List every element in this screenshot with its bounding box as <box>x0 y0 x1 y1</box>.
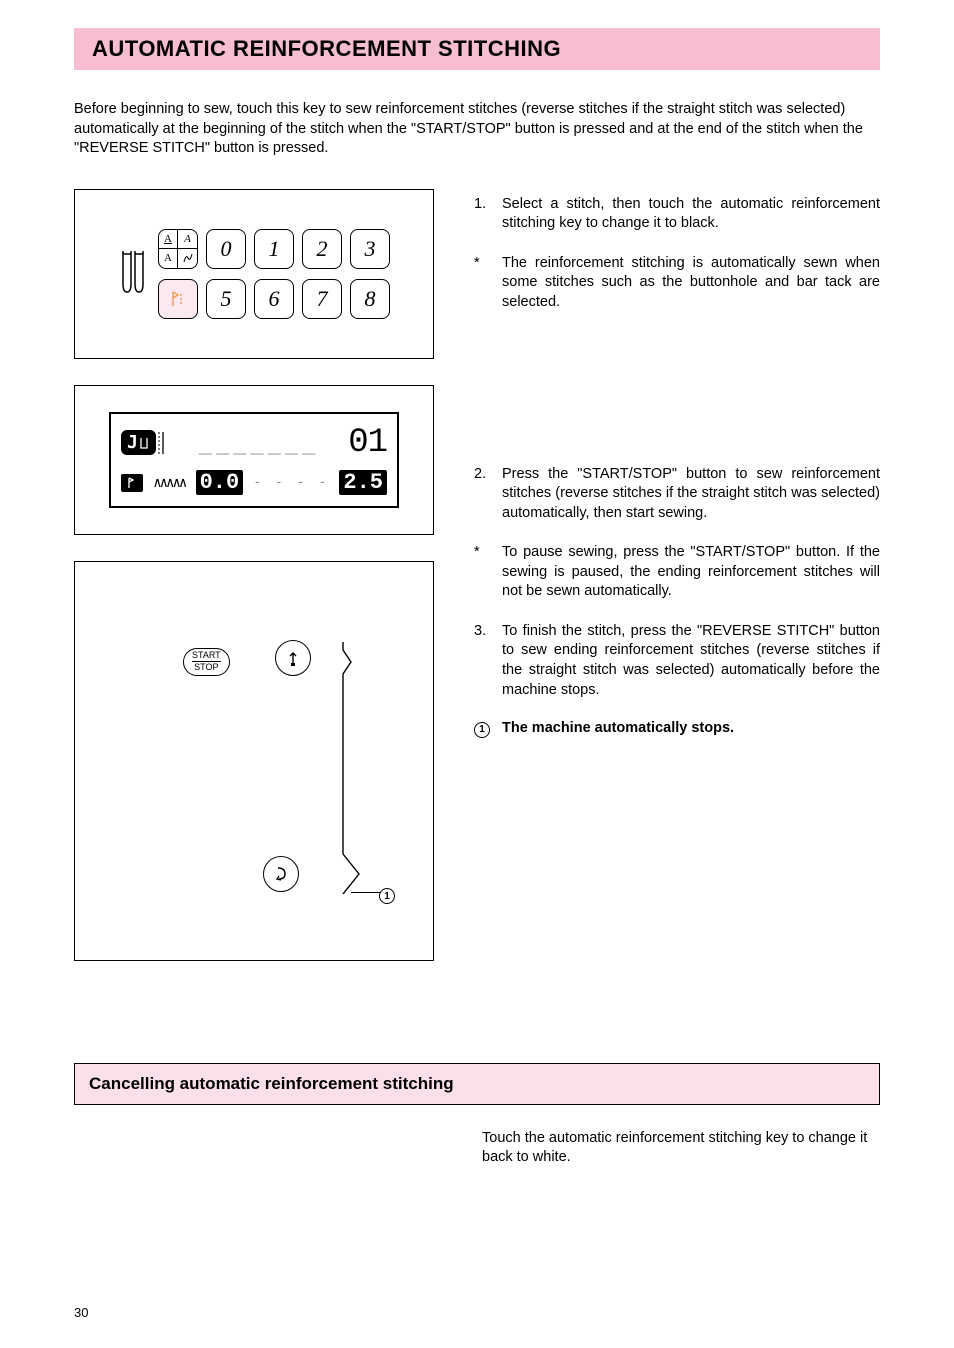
cancel-heading: Cancelling automatic reinforcement stitc… <box>89 1074 865 1094</box>
bullet-1: 1 The machine automatically stops. <box>474 720 880 738</box>
key-1: 1 <box>254 229 294 269</box>
reinforce-key <box>158 279 198 319</box>
figure-lcd: J _______ 01 ∧∧∧∧∧ 0.0 - - - - 2.5 <box>74 385 434 535</box>
note-1: * The reinforcement stitching is automat… <box>474 254 880 313</box>
straight-stitch-icon <box>156 430 170 456</box>
key-5: 5 <box>206 279 246 319</box>
key-0: 0 <box>206 229 246 269</box>
key-2: 2 <box>302 229 342 269</box>
cancel-paragraph: Touch the automatic reinforcement stitch… <box>482 1129 880 1168</box>
figure-keypad: A A A 0 1 2 3 <box>74 189 434 359</box>
figure-sewing: START STOP <box>74 561 434 961</box>
reverse-stitch-button <box>263 856 299 892</box>
title-bar: AUTOMATIC REINFORCEMENT STITCHING <box>74 28 880 70</box>
callout-leader <box>351 892 381 893</box>
note-2: * To pause sewing, press the "START/STOP… <box>474 543 880 602</box>
key-3: 3 <box>350 229 390 269</box>
step-2: 2. Press the "START/STOP" button to sew … <box>474 465 880 524</box>
page-title: AUTOMATIC REINFORCEMENT STITCHING <box>92 36 862 62</box>
start-stop-badge: START STOP <box>183 648 230 676</box>
presser-foot-icon <box>118 249 148 299</box>
page-number: 30 <box>74 1305 88 1320</box>
reverse-arrow-icon <box>271 864 291 884</box>
lcd-length: 2.5 <box>339 470 387 495</box>
reinforce-badge <box>121 474 143 492</box>
needle-position-button <box>275 640 311 676</box>
key-8: 8 <box>350 279 390 319</box>
zigzag-icon: ∧∧∧∧∧ <box>153 475 185 491</box>
stitch-path-diagram <box>331 636 381 906</box>
key-6: 6 <box>254 279 294 319</box>
embroidery-icon <box>182 252 194 264</box>
reinforce-icon <box>167 288 189 310</box>
cancel-heading-bar: Cancelling automatic reinforcement stitc… <box>74 1063 880 1105</box>
foot-badge: J <box>121 430 156 455</box>
callout-1: 1 <box>379 886 395 905</box>
mode-key: A A A <box>158 229 198 269</box>
lcd-dashes: _______ <box>170 430 348 455</box>
lcd-stitch-num: 01 <box>348 424 387 462</box>
step-1: 1. Select a stitch, then touch the autom… <box>474 195 880 234</box>
needle-up-icon <box>284 649 302 667</box>
key-7: 7 <box>302 279 342 319</box>
lcd-width: 0.0 <box>196 470 244 495</box>
step-3: 3. To finish the stitch, press the "REVE… <box>474 622 880 700</box>
intro-paragraph: Before beginning to sew, touch this key … <box>74 100 880 159</box>
